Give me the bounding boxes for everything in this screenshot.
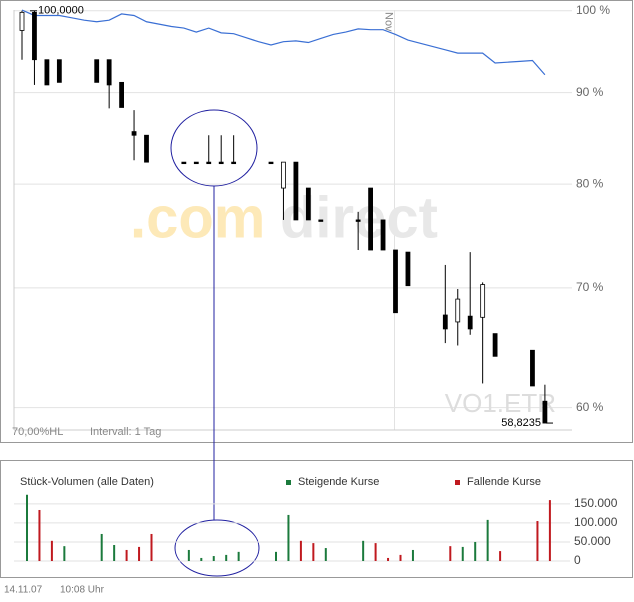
y-tick-label: 90 % [576, 85, 604, 99]
annotation-label: 100,0000 [38, 5, 84, 17]
y-tick-label: 70 % [576, 280, 604, 294]
volume-bar [26, 494, 28, 561]
candle-body [119, 81, 124, 108]
candle-body [19, 11, 25, 31]
y-tick-label: 80 % [576, 176, 604, 190]
candle-body [206, 161, 212, 165]
y-tick-label: 100.000 [574, 515, 618, 529]
volume-bar [474, 541, 477, 561]
candle-body [380, 219, 386, 251]
candle-body [318, 219, 324, 222]
legend-swatch [455, 480, 460, 485]
candle-body [480, 284, 486, 318]
symbol: VO1.ETR [445, 388, 556, 418]
candle-body [231, 161, 237, 165]
legend-label: Steigende Kurse [298, 476, 379, 488]
candle-body [193, 161, 199, 165]
candle-body [442, 314, 448, 330]
candle-body [144, 134, 149, 163]
volume-bar [38, 509, 41, 561]
date: 14.11.07 [4, 585, 43, 596]
candle-body [393, 249, 398, 314]
volume-bar [287, 514, 290, 561]
candle-body [455, 298, 461, 323]
candle-body [106, 59, 112, 86]
volume-bar [312, 543, 315, 561]
volume-title: Stück-Volumen (alle Daten) [20, 476, 154, 488]
candle-body [131, 131, 137, 136]
y-tick-label: 100 % [576, 3, 610, 17]
volume-bar [200, 557, 203, 561]
volume-bar [486, 519, 489, 561]
y-tick-label: 0 [574, 553, 581, 567]
volume-bar [449, 546, 452, 561]
volume-bar [125, 549, 128, 561]
legend-label: Fallende Kurse [467, 476, 541, 488]
candle-body [44, 59, 50, 86]
watermark: direct [280, 185, 438, 250]
volume-bar [100, 533, 103, 561]
volume-bar [548, 500, 551, 561]
candle-body [492, 333, 498, 357]
candle-body [56, 59, 62, 83]
volume-bar [63, 546, 66, 561]
volume-bar [237, 551, 240, 561]
candle-body [405, 251, 411, 287]
volume-bar [212, 556, 215, 561]
annotation-label: 58,8235 [501, 417, 541, 429]
legend-swatch [286, 480, 291, 485]
candle-body [467, 315, 473, 330]
candle-body [305, 187, 311, 221]
candle-body [355, 219, 361, 222]
volume-bar [138, 546, 141, 561]
y-tick-label: 150.000 [574, 496, 618, 510]
candle-body [218, 161, 224, 165]
candle-body [181, 161, 187, 165]
volume-bar [499, 551, 502, 561]
comparison-line [21, 9, 546, 76]
candle-body [94, 59, 100, 83]
volume-bar [536, 521, 539, 561]
volume-bar [50, 540, 53, 561]
y-tick-label: 50.000 [574, 534, 611, 548]
volume-panel [0, 460, 633, 578]
volume-bar [324, 548, 327, 561]
volume-bar [362, 540, 365, 561]
volume-bar [461, 546, 464, 561]
candle-body [368, 187, 374, 251]
y-tick-label: 60 % [576, 400, 604, 414]
scale-note: 70,00%HL [12, 426, 63, 438]
watermark: .com [130, 185, 265, 250]
volume-bar [399, 554, 402, 561]
volume-bar [299, 540, 302, 561]
volume-bar [411, 549, 414, 561]
candle-body [293, 161, 299, 221]
volume-bar [187, 549, 190, 561]
volume-bar [275, 551, 277, 561]
volume-bar [225, 554, 228, 561]
volume-bar [387, 557, 390, 561]
volume-bar [374, 543, 377, 561]
candle-body [542, 400, 548, 424]
volume-bar [113, 545, 116, 561]
interval: Intervall: 1 Tag [90, 426, 161, 438]
highlight-ellipse [174, 519, 260, 577]
x-tick-label: Nov [383, 12, 395, 32]
volume-bar [150, 533, 153, 561]
time: 10:08 Uhr [60, 585, 105, 596]
candle-body [530, 349, 535, 387]
candle-body [281, 161, 286, 189]
price-panel [0, 0, 633, 443]
candle-body [32, 11, 37, 61]
candle-body [268, 161, 274, 165]
